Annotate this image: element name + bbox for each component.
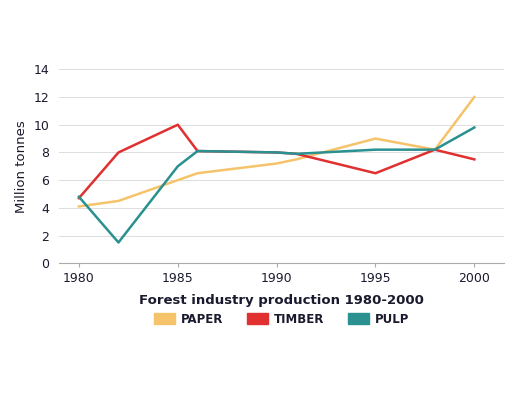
- X-axis label: Forest industry production 1980-2000: Forest industry production 1980-2000: [139, 293, 424, 307]
- Y-axis label: Million tonnes: Million tonnes: [15, 120, 28, 212]
- Legend: PAPER, TIMBER, PULP: PAPER, TIMBER, PULP: [149, 308, 414, 330]
